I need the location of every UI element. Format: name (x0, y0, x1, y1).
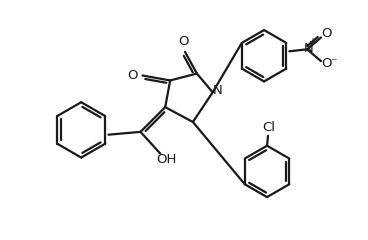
Text: O: O (127, 69, 138, 82)
Text: N: N (303, 42, 313, 55)
Text: O: O (322, 57, 332, 70)
Text: O: O (178, 36, 188, 48)
Text: N: N (213, 84, 223, 97)
Text: O: O (322, 27, 332, 40)
Text: OH: OH (156, 153, 176, 166)
Text: +: + (308, 37, 316, 47)
Text: Cl: Cl (262, 121, 276, 134)
Text: ⁻: ⁻ (330, 57, 337, 70)
